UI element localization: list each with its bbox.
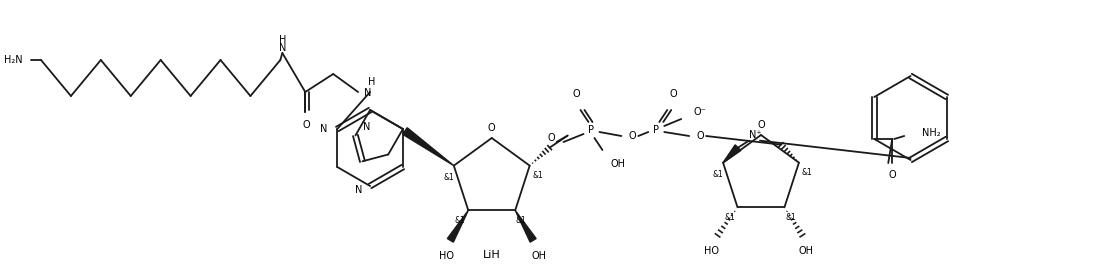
Text: H₂N: H₂N — [4, 55, 23, 65]
Text: O: O — [488, 123, 496, 133]
Text: NH₂: NH₂ — [922, 128, 941, 138]
Polygon shape — [403, 128, 454, 166]
Text: HO: HO — [439, 251, 454, 261]
Text: P: P — [653, 125, 659, 135]
Polygon shape — [515, 210, 536, 242]
Text: N: N — [364, 122, 370, 132]
Text: &1: &1 — [516, 216, 527, 225]
Text: O: O — [302, 120, 310, 130]
Text: &1: &1 — [713, 170, 724, 179]
Text: OH: OH — [798, 246, 814, 256]
Text: N: N — [355, 185, 363, 195]
Text: H: H — [279, 35, 286, 45]
Text: LiH: LiH — [483, 250, 500, 260]
Text: N: N — [364, 88, 371, 98]
Text: H: H — [368, 77, 376, 87]
Text: &1: &1 — [724, 213, 735, 222]
Text: OH: OH — [532, 251, 547, 261]
Text: &1: &1 — [455, 216, 466, 225]
Text: OH: OH — [610, 159, 625, 169]
Text: O⁻: O⁻ — [693, 107, 706, 117]
Polygon shape — [447, 210, 468, 242]
Text: O: O — [888, 170, 896, 180]
Text: O: O — [548, 133, 555, 143]
Text: N: N — [320, 124, 327, 134]
Text: P: P — [588, 125, 595, 135]
Text: HO: HO — [704, 246, 719, 256]
Text: O: O — [573, 89, 580, 99]
Text: N⁺: N⁺ — [748, 130, 762, 140]
Text: &1: &1 — [802, 168, 812, 177]
Text: N: N — [279, 43, 286, 53]
Text: &1: &1 — [533, 171, 543, 180]
Text: &1: &1 — [785, 213, 796, 222]
Text: O: O — [628, 131, 636, 141]
Text: O: O — [696, 131, 704, 141]
Text: O: O — [757, 120, 765, 130]
Polygon shape — [723, 145, 741, 163]
Text: &1: &1 — [444, 173, 454, 182]
Text: O: O — [669, 89, 677, 99]
